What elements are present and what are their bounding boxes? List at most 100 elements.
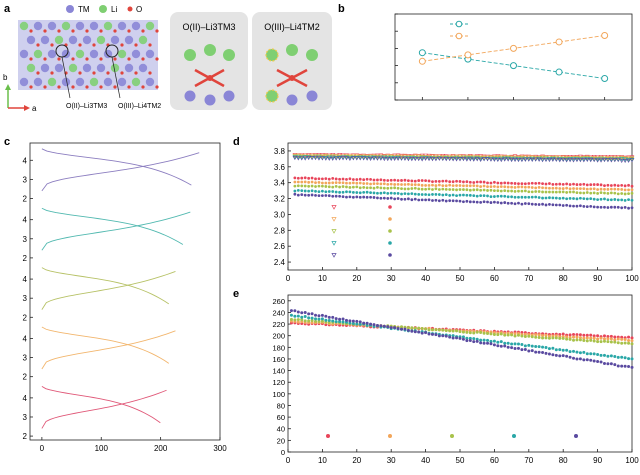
data-point bbox=[465, 336, 469, 340]
cluster-box-oiii bbox=[252, 12, 332, 110]
discharge-point bbox=[596, 205, 599, 209]
data-point bbox=[602, 334, 606, 338]
charge-point bbox=[378, 156, 384, 161]
charge-point bbox=[533, 157, 539, 162]
discharge-point bbox=[307, 184, 311, 188]
data-point bbox=[554, 353, 558, 357]
discharge-point bbox=[596, 198, 599, 202]
discharge-point bbox=[389, 182, 393, 186]
y-tick-label: 4 bbox=[23, 275, 28, 284]
data-point bbox=[630, 357, 634, 361]
discharge-point bbox=[382, 186, 386, 190]
charge-point bbox=[419, 155, 425, 160]
charge-point bbox=[323, 156, 329, 161]
data-point bbox=[320, 317, 324, 321]
charge-point bbox=[313, 156, 318, 161]
data-point bbox=[510, 62, 517, 70]
discharge-point bbox=[338, 181, 341, 185]
data-point bbox=[620, 337, 624, 341]
site-label-oiii: O(III)–Li4TM2 bbox=[118, 103, 161, 110]
data-point bbox=[544, 336, 548, 340]
discharge-point bbox=[558, 187, 562, 190]
charge-point bbox=[437, 156, 442, 161]
discharge-point bbox=[431, 193, 434, 196]
charge-point bbox=[371, 155, 377, 160]
charge-point bbox=[447, 157, 453, 162]
discharge-point bbox=[496, 185, 500, 189]
tm-atom bbox=[131, 21, 141, 31]
discharge-point bbox=[365, 195, 369, 199]
charge-point bbox=[316, 154, 322, 159]
discharge-point bbox=[475, 184, 479, 188]
data-point bbox=[468, 331, 472, 335]
discharge-point bbox=[324, 194, 328, 197]
data-point bbox=[296, 320, 300, 324]
discharge-point bbox=[348, 190, 352, 194]
discharge-point bbox=[506, 189, 510, 193]
data-point bbox=[527, 343, 531, 347]
charge-point bbox=[512, 156, 518, 161]
o-atom bbox=[148, 43, 152, 47]
data-point bbox=[558, 336, 562, 340]
charge-point bbox=[591, 158, 597, 163]
discharge-point bbox=[523, 189, 527, 193]
charge-point bbox=[502, 157, 508, 162]
charge-point bbox=[505, 157, 511, 162]
data-point bbox=[620, 364, 624, 368]
data-point bbox=[296, 318, 300, 322]
discharge-point bbox=[317, 194, 321, 198]
data-point bbox=[314, 313, 318, 317]
data-point bbox=[541, 334, 545, 338]
data-point bbox=[355, 319, 359, 323]
discharge-point bbox=[396, 192, 400, 195]
li-atom bbox=[26, 63, 36, 73]
discharge-point bbox=[351, 181, 355, 185]
charge-point bbox=[588, 157, 594, 162]
charge-point bbox=[340, 153, 346, 158]
charge-point bbox=[567, 158, 573, 163]
discharge-point bbox=[493, 185, 496, 188]
charge-point bbox=[591, 155, 597, 160]
discharge-point bbox=[451, 193, 455, 197]
data-point bbox=[554, 336, 558, 340]
charge-point bbox=[340, 156, 346, 161]
charge-point bbox=[309, 153, 315, 158]
charge-point bbox=[323, 153, 329, 158]
y-tick-label: 3 bbox=[23, 175, 28, 184]
y-tick-label: 120 bbox=[272, 378, 285, 387]
discharge-point bbox=[437, 193, 441, 196]
data-point bbox=[544, 333, 548, 337]
discharge-curve bbox=[41, 207, 184, 245]
charge-point bbox=[409, 154, 415, 159]
charge-point bbox=[626, 158, 631, 163]
charge-point bbox=[471, 154, 477, 159]
discharge-point bbox=[630, 188, 634, 192]
o-atom bbox=[113, 57, 117, 61]
data-point bbox=[589, 336, 593, 340]
charge-point bbox=[392, 156, 397, 161]
discharge-point bbox=[400, 192, 403, 196]
data-point bbox=[489, 332, 493, 336]
charge-point bbox=[464, 154, 470, 159]
discharge-point bbox=[551, 196, 555, 200]
discharge-point bbox=[534, 190, 538, 193]
discharge-point bbox=[420, 198, 424, 202]
discharge-point bbox=[506, 195, 510, 199]
tm-atom bbox=[61, 77, 71, 87]
data-point bbox=[613, 338, 617, 342]
charge-point bbox=[450, 157, 456, 162]
o-atom bbox=[43, 57, 47, 61]
charge-point bbox=[395, 156, 401, 161]
data-point bbox=[592, 339, 596, 343]
discharge-point bbox=[317, 177, 321, 181]
discharge-point bbox=[400, 197, 403, 201]
charge-point bbox=[622, 158, 628, 163]
data-point bbox=[520, 330, 524, 334]
charge-point bbox=[392, 153, 397, 158]
data-point bbox=[616, 341, 620, 345]
data-point bbox=[393, 326, 397, 330]
discharge-point bbox=[620, 198, 624, 202]
data-point bbox=[482, 341, 486, 345]
charge-point bbox=[502, 154, 508, 159]
charge-point bbox=[581, 155, 587, 160]
